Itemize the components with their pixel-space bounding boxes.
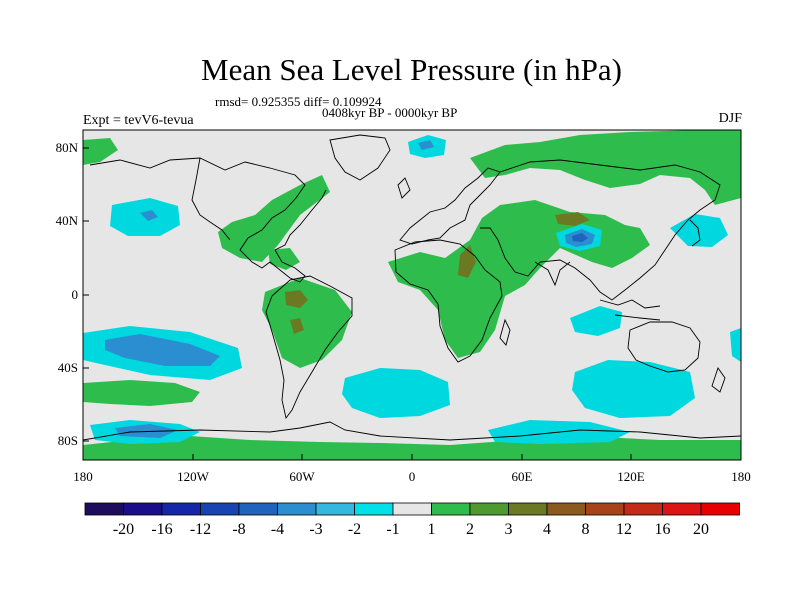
colorbar-label-0: -20 [113,521,134,538]
longitude-axis [82,454,742,460]
coastline-japan [689,219,701,247]
map-plot-area [83,130,741,460]
map-title: Mean Sea Level Pressure (in hPa) [201,52,622,87]
colorbar-box-16 [700,502,740,516]
season-label: DJF [718,111,742,126]
coastline-madagascar [499,318,511,346]
lat-label-40n: 40N [56,213,79,228]
colorbar-label-6: -2 [348,521,361,538]
colorbar-box-7 [354,502,394,516]
coastline-new-zealand [711,367,726,393]
cyan-region-indian-ocean [572,360,695,418]
green-region-south-america [262,278,352,368]
colorbar-box-6 [315,502,355,516]
lon-label-120w: 120W [177,469,210,484]
coastline-greenland [329,134,391,181]
lon-label-0: 0 [409,469,416,484]
colorbar-label-7: -1 [386,521,399,538]
colorbar-box-9 [431,502,471,516]
coastline-antarctica [83,421,741,441]
colorbar-label-3: -8 [232,521,245,538]
olive-region-asia [555,212,590,226]
cyan-region-east-edge [730,328,741,362]
green-region-arctic-east [470,130,741,205]
cyan-region-tasman [570,306,622,336]
lon-label-120e: 120E [617,469,645,484]
colorbar-label-14: 16 [655,521,671,538]
colorbar-label-4: -4 [271,521,284,538]
colorbar-label-5: -3 [309,521,322,538]
green-region-central-america [268,248,300,270]
blue-region-arctic [418,140,434,150]
blue-region-southern-ocean [115,424,178,438]
lat-label-80s: 80S [58,433,78,448]
experiment-label: Expt = tevV6-tevua [83,113,194,128]
green-region-arctic-west [83,138,118,165]
coastline-uk [397,177,411,199]
coastline-australia [627,321,701,373]
coastline-africa [394,239,503,363]
lon-label-180w: 180 [73,469,93,484]
coastline-se-asia [599,299,661,321]
colorbar-box-10 [469,502,509,516]
colorbar-label-15: 20 [693,521,709,538]
colorbar-box-2 [161,502,201,516]
cyan-region-south-atlantic [342,368,450,418]
colorbar-box-15 [662,502,702,516]
negative-anomaly-level3 [572,233,588,242]
lat-label-0: 0 [72,287,79,302]
negative-anomaly-level2 [105,140,595,438]
latitude-axis [83,147,89,442]
colorbar: -20 -16 -12 -8 -4 -3 -2 -1 1 2 3 4 8 12 16 20 [84,502,740,538]
colorbar-label-10: 3 [505,521,513,538]
colorbar-box-5 [277,502,317,516]
colorbar-box-3 [200,502,240,516]
colorbar-label-1: -16 [151,521,172,538]
coastline-north-america [89,157,327,283]
lon-label-60e: 60E [512,469,533,484]
colorbar-label-12: 8 [582,521,590,538]
green-region-south-pacific [83,380,200,406]
lon-label-180e: 180 [731,469,751,484]
colorbar-label-9: 2 [466,521,474,538]
coastline-india [534,261,571,287]
colorbar-box-4 [238,502,278,516]
blue-region-south-pacific [105,334,220,366]
lon-label-60w: 60W [289,469,315,484]
colorbar-box-12 [546,502,586,516]
colorbar-label-11: 4 [543,521,551,538]
colorbar-label-13: 12 [616,521,632,538]
colorbar-label-8: 1 [428,521,436,538]
rmsd-diff-label: rmsd= 0.925355 diff= 0.109924 [215,94,382,109]
lat-label-80n: 80N [56,140,79,155]
colorbar-box-8 [392,502,432,516]
coastline-south-america [265,275,353,420]
positive-anomaly-level2 [285,212,590,334]
lat-label-40s: 40S [58,360,78,375]
blue-region-north-pacific [140,210,158,221]
colorbar-box-0 [84,502,124,516]
period-label: 0408kyr BP - 0000kyr BP [322,105,458,120]
cyan-region-west-pacific [670,214,728,247]
coastline-asia [480,159,721,301]
colorbar-box-13 [585,502,625,516]
colorbar-label-2: -12 [190,521,211,538]
olive-region-south-america-2 [290,318,304,334]
colorbar-box-14 [623,502,663,516]
coastlines [83,134,741,441]
deepblue-region-tibet [572,233,588,242]
colorbar-box-1 [123,502,163,516]
colorbar-box-11 [508,502,548,516]
olive-region-south-america [285,290,308,308]
